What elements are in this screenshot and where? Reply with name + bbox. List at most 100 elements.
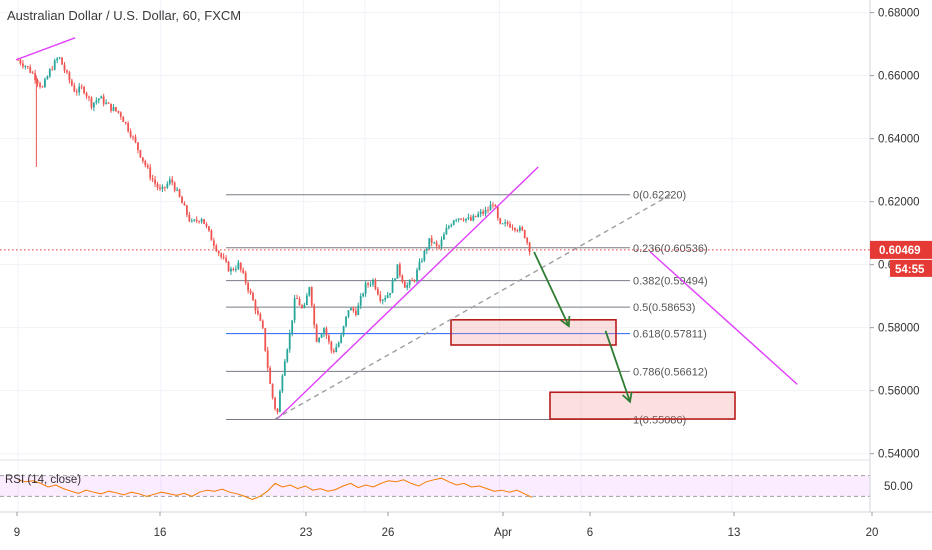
- candle-body: [313, 305, 316, 325]
- candle-body: [394, 278, 396, 281]
- candle-body: [83, 87, 85, 94]
- candle-body: [496, 206, 499, 219]
- candle-body: [310, 287, 313, 306]
- candle-body: [190, 220, 193, 222]
- price-tick-label: 0.68000: [878, 8, 920, 20]
- candle-body: [58, 57, 61, 59]
- candle-body: [154, 179, 156, 184]
- trendline-rising-support[interactable]: [276, 166, 539, 420]
- candle-body: [159, 187, 161, 189]
- time-tick-label: 6: [587, 527, 593, 539]
- current-price-tag[interactable]: [870, 240, 932, 259]
- candle-body: [291, 320, 294, 334]
- candle-body: [178, 189, 181, 197]
- price-tick-label: 0.66000: [878, 71, 920, 83]
- candle-body: [257, 310, 259, 314]
- candle-body: [17, 59, 19, 61]
- price-axis[interactable]: 0.680000.660000.640000.620000.600000.580…: [869, 0, 932, 512]
- trendline-dashed-trend[interactable]: [274, 194, 672, 420]
- candle-body: [504, 222, 507, 224]
- candle-body: [259, 313, 262, 321]
- candle-body: [288, 333, 291, 350]
- candle-body: [171, 179, 174, 183]
- rsi-line: [17, 477, 533, 501]
- candle-body: [315, 324, 318, 342]
- candle-body: [296, 298, 298, 299]
- candle-body: [188, 214, 191, 222]
- projection-arrow-shaft[interactable]: [604, 330, 631, 403]
- projection-arrows[interactable]: [533, 251, 633, 404]
- candle-body: [438, 245, 440, 247]
- candle-body: [115, 107, 117, 111]
- price-tick-label: 0.58000: [878, 323, 920, 335]
- candle-body: [51, 69, 54, 71]
- candle-body: [110, 103, 112, 111]
- target-zones[interactable]: [450, 318, 736, 420]
- candle-body: [398, 264, 401, 276]
- candle-body: [66, 70, 68, 73]
- candle-body: [421, 260, 423, 262]
- candle-body: [21, 63, 24, 67]
- candle-body: [279, 391, 281, 413]
- trendline-upper-left[interactable]: [15, 37, 76, 61]
- candle-body: [403, 281, 406, 288]
- candle-body: [474, 215, 477, 217]
- candle-body: [88, 96, 90, 98]
- candle-body: [376, 288, 379, 295]
- candle-body: [117, 110, 120, 113]
- projection-arrow-head[interactable]: [621, 391, 633, 404]
- candle-body: [237, 262, 240, 269]
- candle-body: [80, 86, 83, 88]
- candle-body: [234, 268, 237, 270]
- candle-body: [445, 228, 448, 235]
- candle-body: [359, 296, 362, 306]
- candle-body: [39, 83, 41, 87]
- candle-body: [124, 121, 127, 124]
- projection-arrow-shaft[interactable]: [533, 251, 570, 327]
- candle-body: [176, 189, 179, 191]
- candle-body: [342, 326, 345, 336]
- candle-body: [242, 269, 245, 273]
- candle-body: [239, 262, 242, 270]
- rsi-pane[interactable]: RSI (14, close): [0, 459, 932, 501]
- candle-body: [97, 98, 100, 101]
- candle-body: [340, 335, 343, 343]
- candle-body: [161, 186, 164, 189]
- candle-body: [482, 211, 485, 214]
- projection-arrow-head[interactable]: [560, 316, 571, 328]
- candle-body: [494, 205, 497, 207]
- candle-body: [347, 310, 350, 317]
- candle-body: [357, 305, 360, 315]
- candle-body: [61, 57, 63, 65]
- drawing-trendlines[interactable]: [0, 37, 870, 420]
- candle-body: [362, 293, 365, 297]
- candle-body: [56, 58, 59, 61]
- candle-body: [95, 100, 98, 103]
- candle-body: [29, 66, 32, 73]
- candle-body: [68, 72, 71, 81]
- candle-body: [249, 290, 252, 293]
- fibonacci-retracement[interactable]: 0(0.62220) 0.236(0.60536) 0.382(0.59494) 0.…: [226, 190, 708, 427]
- trendline-falling-line[interactable]: [649, 251, 798, 385]
- time-axis[interactable]: 9 16 23 26 Apr 6 13 20: [0, 511, 932, 539]
- fib-level-label: 1(0.55086): [633, 414, 686, 426]
- time-tick-label: 9: [14, 527, 20, 539]
- candle-body: [217, 251, 220, 254]
- candle-body: [156, 183, 159, 188]
- chart-title: Australian Dollar / U.S. Dollar, 60, FXC…: [7, 8, 241, 23]
- candle-body: [521, 227, 524, 231]
- candle-body: [433, 242, 436, 244]
- candle-body: [210, 230, 213, 241]
- candle-body: [181, 196, 183, 204]
- candle-body: [149, 167, 152, 179]
- candle-body: [469, 217, 472, 221]
- target-zone-box[interactable]: [450, 318, 617, 346]
- candle-body: [215, 245, 218, 252]
- candle-body: [139, 150, 142, 158]
- candle-body: [112, 107, 115, 111]
- candle-body: [501, 223, 504, 225]
- candle-body: [430, 238, 433, 243]
- target-zone-box[interactable]: [549, 391, 736, 420]
